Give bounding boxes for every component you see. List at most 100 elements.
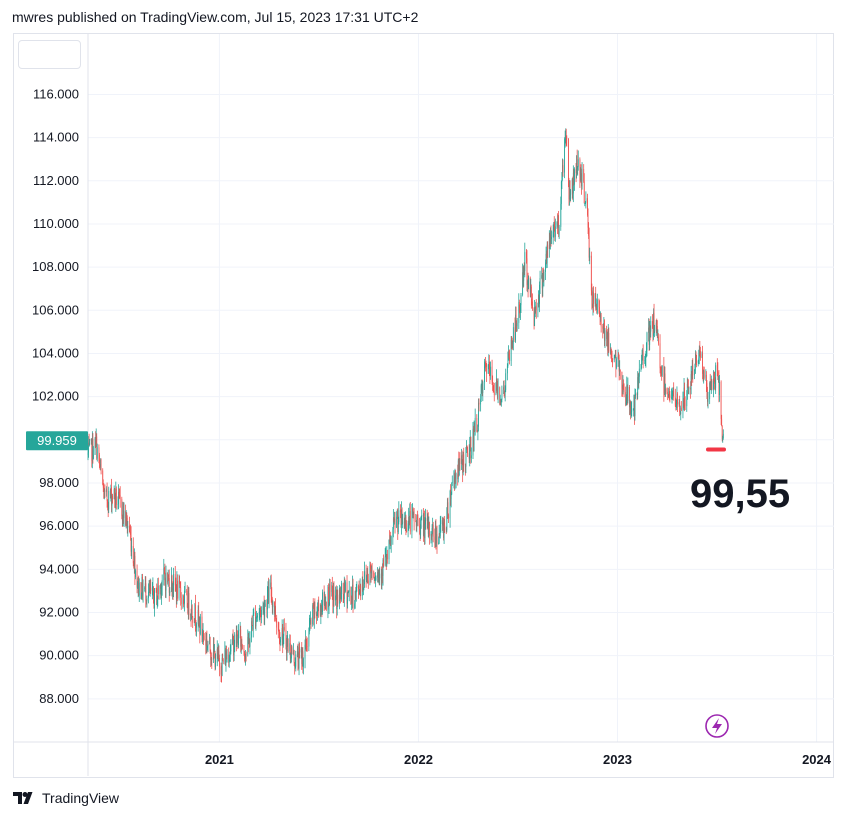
candle-body <box>642 351 644 361</box>
candle-body <box>96 436 98 459</box>
candle-body <box>503 387 505 392</box>
candle-body <box>283 627 285 636</box>
candle-body <box>344 580 346 592</box>
candle-body <box>667 391 669 395</box>
candle-body <box>409 511 411 532</box>
candle-body <box>115 488 117 505</box>
candle-body <box>607 337 609 351</box>
candle-body <box>385 554 387 565</box>
candle-body <box>584 202 586 204</box>
candle-body <box>103 490 105 499</box>
candle-body <box>528 277 530 289</box>
last-price-text: 99.959 <box>37 433 77 448</box>
candle-body <box>325 602 327 609</box>
candle-body <box>287 639 288 641</box>
candle-body <box>522 272 524 281</box>
candle-body <box>249 638 250 647</box>
lightning-icon[interactable] <box>705 714 729 738</box>
candle-body <box>206 639 208 649</box>
candle-body <box>321 605 323 612</box>
candle-body <box>106 488 107 492</box>
candle-body <box>692 365 694 376</box>
candle-body <box>266 603 268 610</box>
candle-body <box>637 377 639 382</box>
candle-body <box>183 595 184 601</box>
candle-body <box>629 401 631 408</box>
candle-body <box>100 464 101 467</box>
candle-body <box>392 529 394 537</box>
y-tick-label: 102.000 <box>32 389 79 404</box>
publish-info: mwres published on TradingView.com, Jul … <box>12 9 419 25</box>
candle-body <box>165 579 166 591</box>
candle-body <box>611 351 612 359</box>
candle-body <box>588 227 590 236</box>
candle-body <box>546 253 548 264</box>
footer-brand[interactable]: TradingView <box>13 790 119 806</box>
candle-body <box>378 572 380 576</box>
candle-body <box>226 654 228 660</box>
candle-body <box>347 592 349 593</box>
candle-body <box>310 619 311 621</box>
candle-body <box>542 275 544 281</box>
candle-body <box>709 382 711 390</box>
candle-body <box>684 403 686 407</box>
candle-body <box>660 369 662 375</box>
candle-body <box>678 402 680 405</box>
candle-body <box>259 608 261 612</box>
candle-body <box>167 576 169 583</box>
candle-body <box>343 580 345 600</box>
candle-body <box>121 499 123 516</box>
candle-body <box>614 357 616 359</box>
candle-body <box>696 355 697 363</box>
candle-body <box>255 612 256 627</box>
candle-body <box>260 611 262 618</box>
candle-body <box>369 564 371 584</box>
x-tick-label: 2024 <box>802 752 832 767</box>
candle-body <box>394 518 395 521</box>
candle-body <box>512 327 514 343</box>
candle-body <box>591 290 593 306</box>
candle-body <box>473 428 474 445</box>
candle-body <box>523 266 525 272</box>
candle-body <box>717 371 719 380</box>
candle-body <box>199 619 201 634</box>
candle-body <box>332 592 334 606</box>
candle-body <box>151 586 153 591</box>
candle-body <box>371 570 373 572</box>
legend-box[interactable] <box>18 40 81 69</box>
candle-body <box>191 605 193 617</box>
candle-body <box>366 576 368 580</box>
candle-body <box>214 651 216 667</box>
y-tick-label: 90.000 <box>39 648 79 663</box>
candle-body <box>409 511 411 524</box>
candle-body <box>358 586 359 590</box>
candle-body <box>682 400 684 411</box>
candle-body <box>340 592 341 599</box>
candle-body <box>400 510 401 513</box>
candle-body <box>87 452 89 455</box>
candle-body <box>462 461 464 474</box>
candle-body <box>500 399 502 402</box>
candle-body <box>607 332 609 351</box>
candle-body <box>263 604 265 617</box>
candle-body <box>384 556 386 566</box>
candle-body <box>705 374 707 384</box>
candle-body <box>650 321 652 332</box>
candle-body <box>493 391 495 396</box>
candle-body <box>519 309 521 312</box>
candle-body <box>630 401 631 414</box>
candle-body <box>94 438 96 455</box>
candle-body <box>488 361 490 370</box>
candle-body <box>516 324 518 327</box>
candle-body <box>359 593 360 594</box>
candle-body <box>89 440 91 445</box>
y-tick-label: 112.000 <box>33 173 79 188</box>
candle-body <box>398 510 400 522</box>
candle-body <box>435 526 437 543</box>
candle-body <box>603 320 605 332</box>
y-tick-label: 104.000 <box>32 345 79 360</box>
candle-body <box>209 636 211 651</box>
candle-body <box>558 216 560 235</box>
candle-body <box>144 587 146 589</box>
